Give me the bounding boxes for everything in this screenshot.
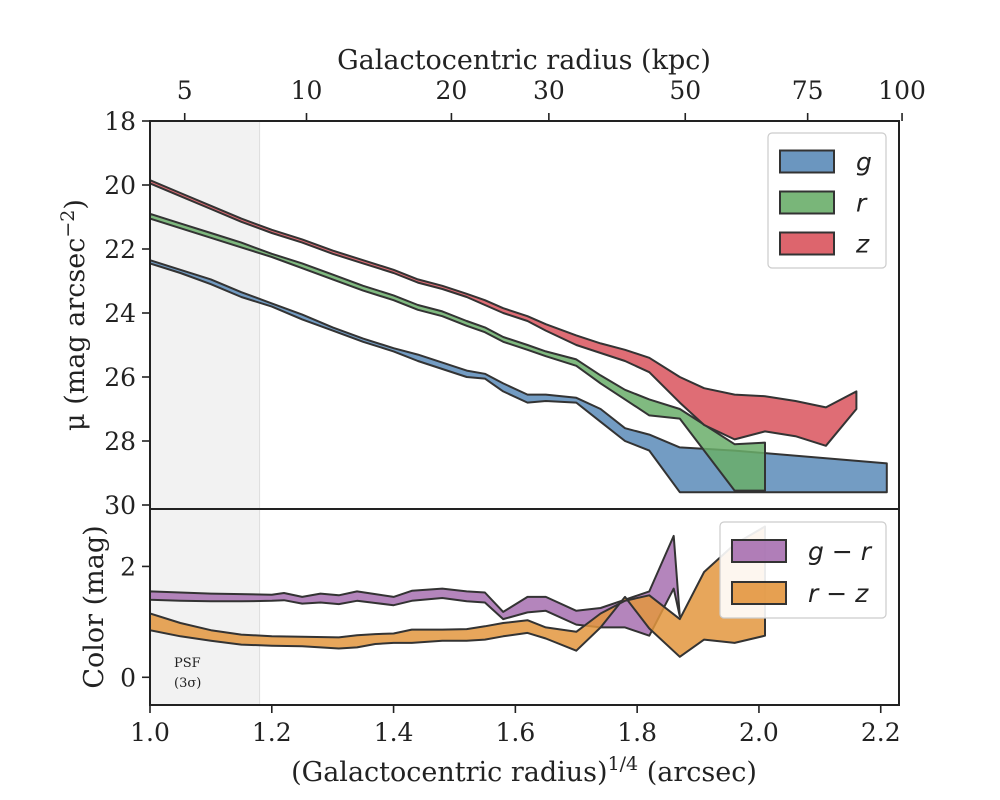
y-tick-label-top: 22 — [104, 235, 136, 264]
axis-ticks: 18 20 22 24 26 28 30 5 10 20 30 50 75 100 0 2 1.0 1.2 1.4 1… — [104, 76, 926, 747]
x-tick-label: 1.6 — [495, 718, 535, 747]
legend-swatch — [779, 149, 835, 174]
bottom-x-axis-label: (Galactocentric radius)1/4 (arcsec) — [291, 753, 757, 788]
legend-label: z — [855, 230, 870, 259]
x-tick-label: 2.2 — [861, 718, 901, 747]
x-axis-label-sup: 1/4 — [608, 753, 639, 775]
y-tick-label-top: 18 — [104, 107, 136, 136]
top-x-tick-label: 20 — [436, 76, 468, 105]
psf-annotation-line2: (3σ) — [174, 676, 201, 691]
top-x-tick-label: 50 — [669, 76, 701, 105]
x-axis-label-main: (Galactocentric radius) — [291, 757, 607, 788]
band-z — [150, 179, 858, 447]
bottom-panel-frame — [149, 508, 900, 706]
y-tick-label-top: 26 — [104, 363, 136, 392]
x-tick-label: 1.2 — [252, 718, 292, 747]
top-y-axis-label-close: ) — [60, 199, 91, 210]
band-rz — [150, 525, 766, 658]
top-x-tick-label: 10 — [291, 76, 323, 105]
bottom-y-axis-label: Color (mag) — [79, 525, 110, 688]
legend-bottom: g − r r − z — [719, 521, 887, 619]
top-y-axis-label-main: μ (mag arcsec — [60, 238, 91, 431]
band-g — [150, 259, 888, 494]
band-r — [150, 212, 766, 492]
y-tick-label-bottom: 0 — [120, 663, 136, 692]
top-axis-title: Galactocentric radius (kpc) — [337, 45, 711, 76]
top-x-tick-label: 100 — [878, 76, 926, 105]
legend-swatch — [731, 539, 787, 563]
top-x-tick-label: 30 — [533, 76, 565, 105]
psf-shaded-region-top — [149, 120, 261, 510]
band-gr — [150, 534, 681, 637]
y-tick-label-bottom: 2 — [120, 552, 136, 581]
x-tick-label: 1.0 — [130, 718, 170, 747]
x-axis-label-tail: (arcsec) — [638, 757, 757, 788]
x-tick-label: 1.8 — [617, 718, 657, 747]
x-tick-label: 2.0 — [739, 718, 779, 747]
top-x-tick-label: 75 — [792, 76, 824, 105]
y-tick-label-top: 20 — [104, 171, 136, 200]
legend-swatch — [779, 231, 835, 256]
bottom-panel-bands — [150, 525, 766, 658]
legend-swatch — [731, 581, 787, 605]
top-y-axis-label: μ (mag arcsec−2) — [57, 199, 91, 431]
legend-label: g − r — [808, 537, 873, 566]
x-tick-label: 1.4 — [374, 718, 414, 747]
legend-label: g — [856, 148, 872, 177]
legend-label: r — [856, 189, 868, 218]
legend-top: grz — [767, 132, 887, 269]
psf-annotation-line1: PSF — [174, 656, 201, 671]
y-tick-label-top: 28 — [104, 427, 136, 456]
y-tick-label-top: 30 — [104, 491, 136, 520]
psf-shaded-region-bottom — [149, 508, 261, 706]
top-panel-bands — [150, 179, 888, 494]
legend-swatch — [779, 190, 835, 215]
top-y-axis-label-sup: −2 — [57, 210, 79, 238]
top-x-tick-label: 5 — [177, 76, 193, 105]
legend-label: r − z — [808, 579, 869, 608]
y-tick-label-top: 24 — [104, 299, 136, 328]
